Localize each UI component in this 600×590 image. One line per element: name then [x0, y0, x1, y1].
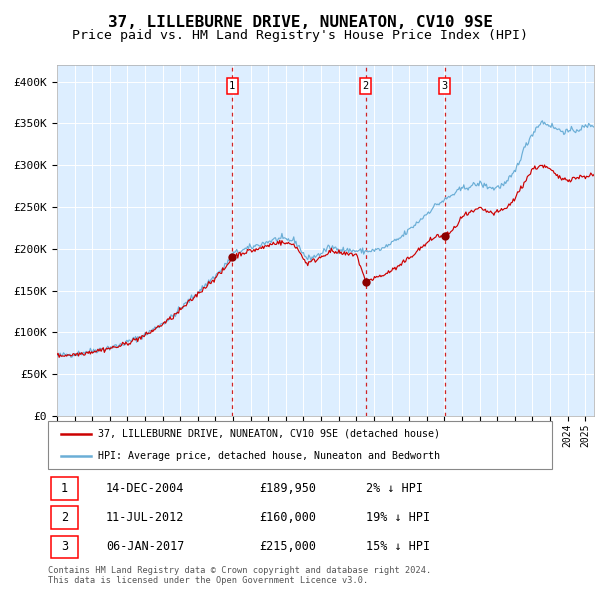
Text: 11-JUL-2012: 11-JUL-2012 [106, 511, 184, 525]
Text: HPI: Average price, detached house, Nuneaton and Bedworth: HPI: Average price, detached house, Nune… [98, 451, 440, 461]
Text: 3: 3 [61, 540, 68, 553]
Text: 1: 1 [229, 81, 235, 91]
Text: This data is licensed under the Open Government Licence v3.0.: This data is licensed under the Open Gov… [48, 576, 368, 585]
Text: 14-DEC-2004: 14-DEC-2004 [106, 482, 184, 495]
Text: 15% ↓ HPI: 15% ↓ HPI [365, 540, 430, 553]
Text: 2% ↓ HPI: 2% ↓ HPI [365, 482, 422, 495]
Text: 3: 3 [442, 81, 448, 91]
Text: Price paid vs. HM Land Registry's House Price Index (HPI): Price paid vs. HM Land Registry's House … [72, 30, 528, 42]
FancyBboxPatch shape [50, 477, 78, 500]
FancyBboxPatch shape [50, 536, 78, 558]
FancyBboxPatch shape [50, 506, 78, 529]
Text: £160,000: £160,000 [260, 511, 317, 525]
Text: 19% ↓ HPI: 19% ↓ HPI [365, 511, 430, 525]
Text: Contains HM Land Registry data © Crown copyright and database right 2024.: Contains HM Land Registry data © Crown c… [48, 566, 431, 575]
Text: 37, LILLEBURNE DRIVE, NUNEATON, CV10 9SE (detached house): 37, LILLEBURNE DRIVE, NUNEATON, CV10 9SE… [98, 429, 440, 439]
Text: 2: 2 [362, 81, 369, 91]
Text: 1: 1 [61, 482, 68, 495]
FancyBboxPatch shape [48, 421, 552, 469]
Text: 37, LILLEBURNE DRIVE, NUNEATON, CV10 9SE: 37, LILLEBURNE DRIVE, NUNEATON, CV10 9SE [107, 15, 493, 30]
Text: £189,950: £189,950 [260, 482, 317, 495]
Text: 2: 2 [61, 511, 68, 525]
Text: £215,000: £215,000 [260, 540, 317, 553]
Text: 06-JAN-2017: 06-JAN-2017 [106, 540, 184, 553]
